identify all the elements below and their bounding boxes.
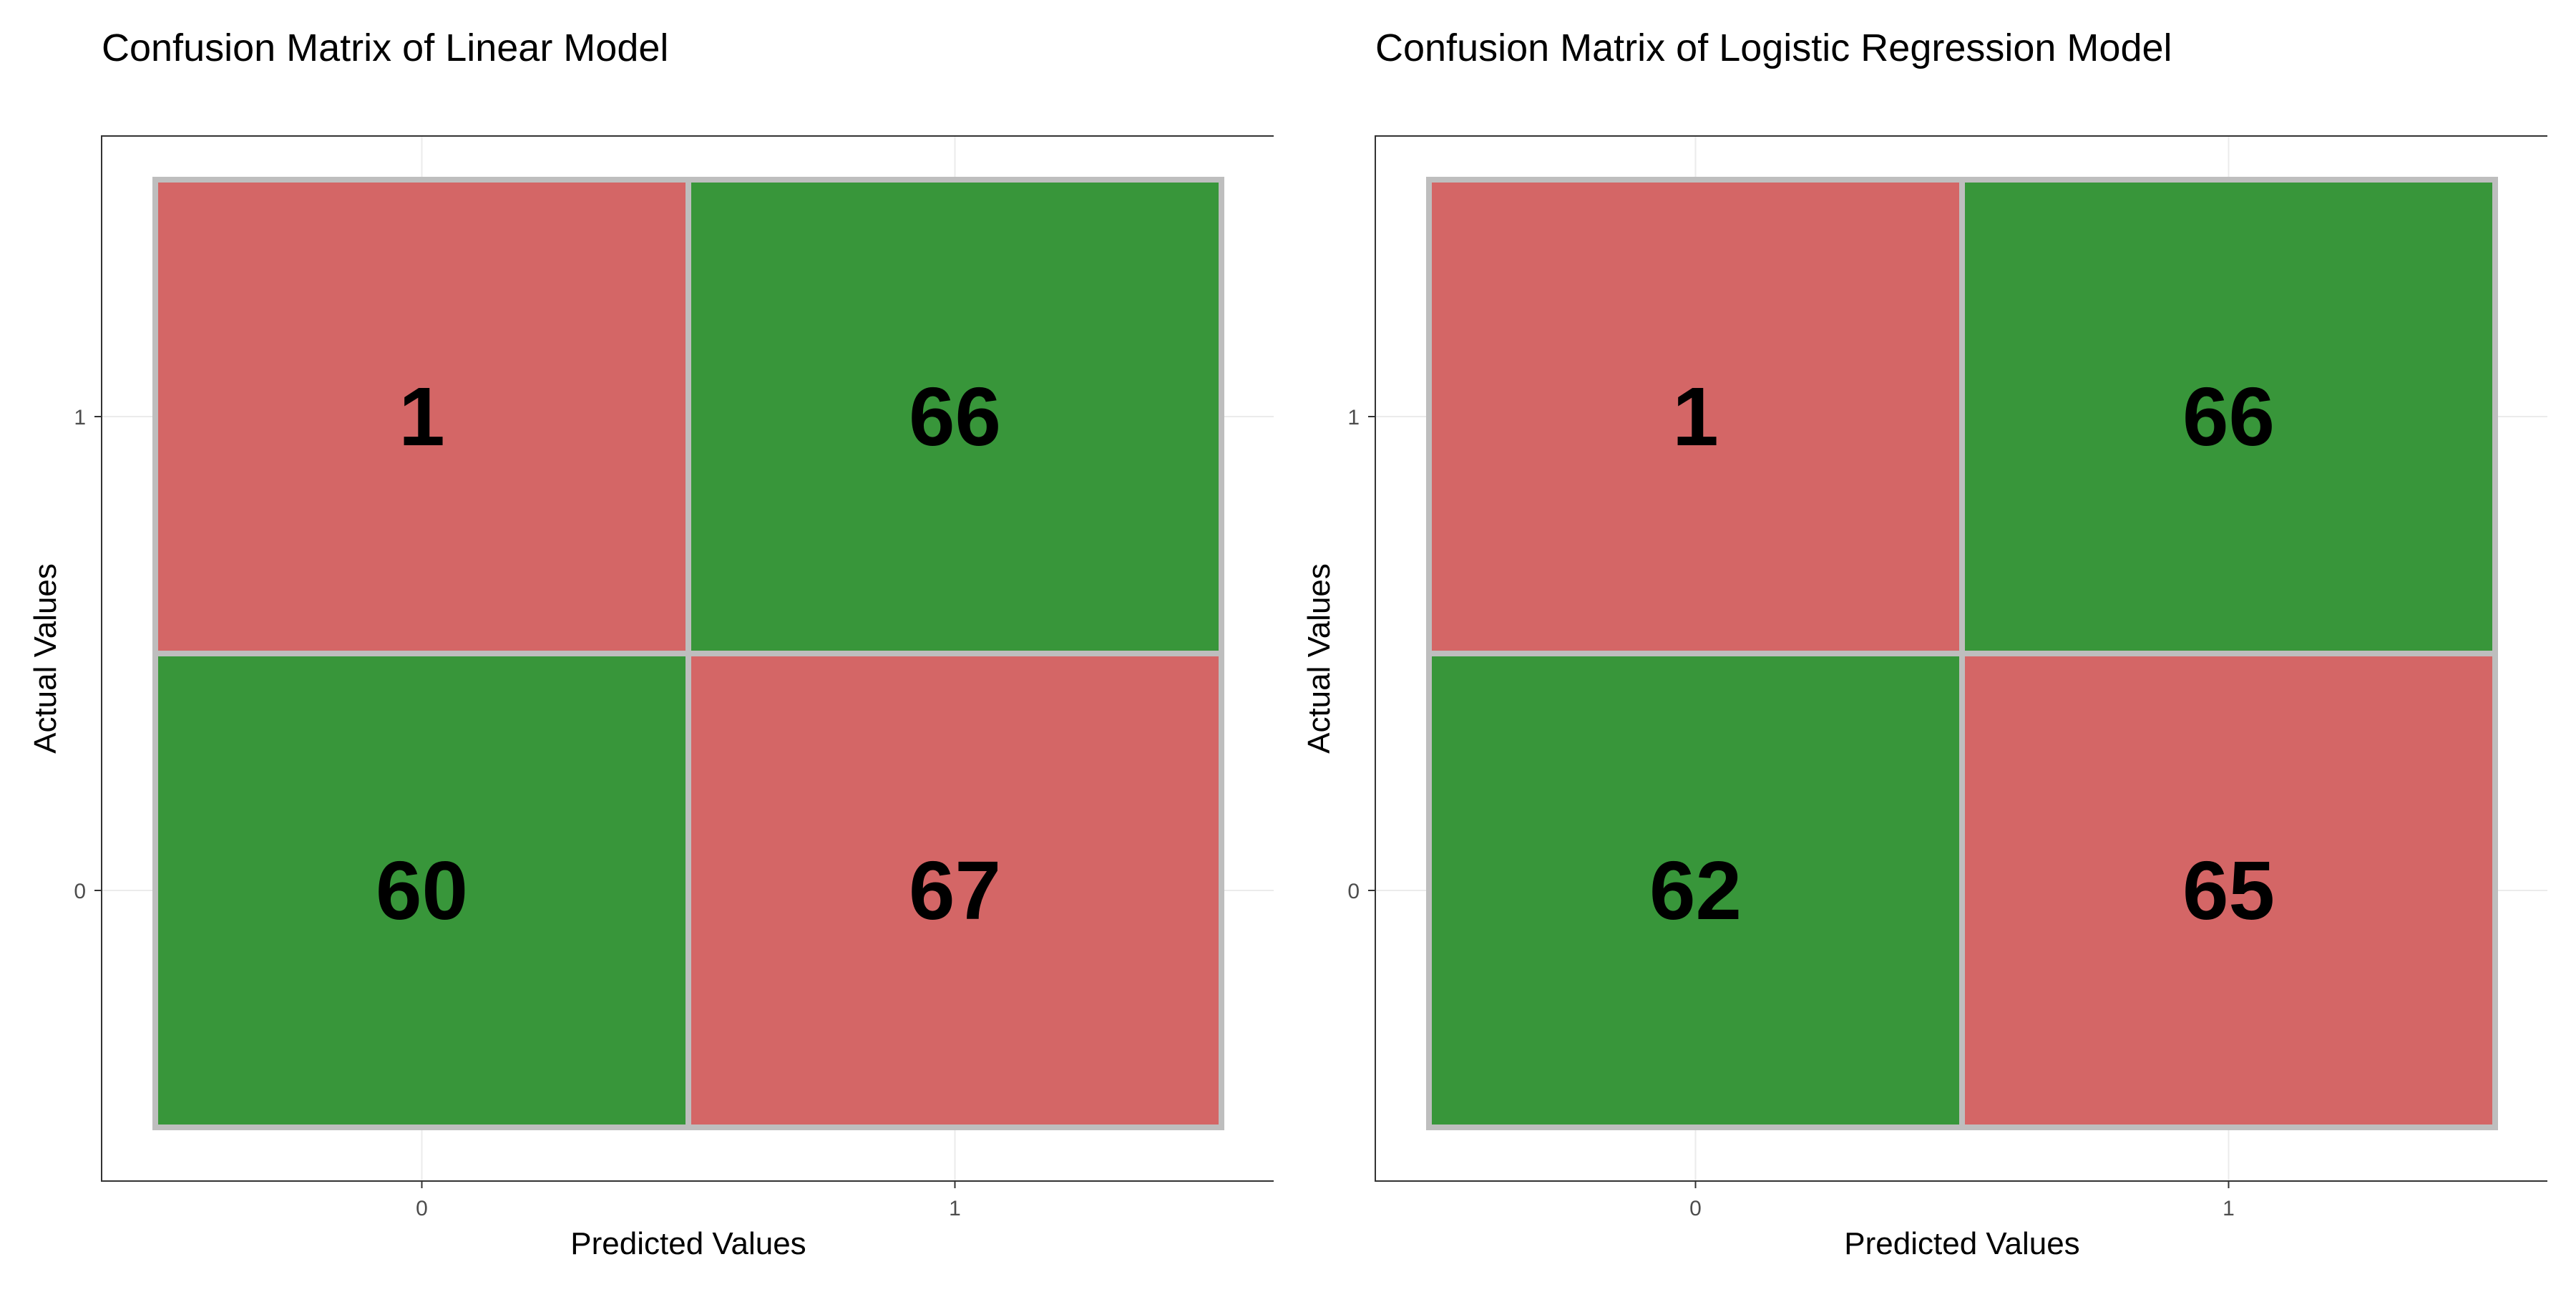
chart1-cell-label: 1 <box>1672 370 1719 463</box>
chart1-cell-label: 62 <box>1649 844 1742 937</box>
chart0-cell-label: 67 <box>909 844 1001 937</box>
linear-model-panel: Confusion Matrix of Linear Model 1 66 60 67… <box>0 0 1276 1288</box>
chart0-y-tick-label: 1 <box>74 406 86 429</box>
chart1-x-tick-label: 1 <box>2223 1197 2235 1220</box>
chart0-x-axis-label: Predicted Values <box>570 1226 806 1261</box>
chart0-tile-pred0-actual0 <box>152 651 691 1130</box>
chart1-tile-pred0-actual0 <box>1426 651 1965 1130</box>
chart1-y-tick-label: 1 <box>1347 406 1360 429</box>
chart0-tile-pred1-actual0 <box>686 651 1224 1130</box>
logistic-model-panel: Confusion Matrix of Logistic Regression … <box>1274 0 2550 1288</box>
chart0-y-tick-label: 0 <box>74 880 86 903</box>
chart0-x-tick-label: 0 <box>416 1197 428 1220</box>
chart0-cell-label: 66 <box>909 370 1001 463</box>
chart0-tile-pred1-actual1 <box>686 177 1224 656</box>
linear-model-title: Confusion Matrix of Linear Model <box>102 26 669 69</box>
chart0-y-axis-label: Actual Values <box>28 563 63 754</box>
chart0-cell-label: 1 <box>399 370 445 463</box>
chart1-x-tick-label: 0 <box>1689 1197 1702 1220</box>
logistic-model-confusion-matrix: 1 66 62 65 0 1 0 1 Predicted Values Actual Values <box>1302 135 2550 1261</box>
chart1-y-tick-label: 0 <box>1347 880 1360 903</box>
chart1-tile-pred1-actual1 <box>1959 177 2498 656</box>
logistic-model-title: Confusion Matrix of Logistic Regression … <box>1375 26 2172 69</box>
chart1-cell-label: 65 <box>2182 844 2275 937</box>
chart1-y-axis-label: Actual Values <box>1302 563 1337 754</box>
chart0-cell-label: 60 <box>376 844 468 937</box>
chart0-x-tick-label: 1 <box>949 1197 961 1220</box>
chart1-tile-pred1-actual0 <box>1959 651 2498 1130</box>
chart1-x-axis-label: Predicted Values <box>1844 1226 2079 1261</box>
chart1-cell-label: 66 <box>2182 370 2275 463</box>
linear-model-confusion-matrix: 1 66 60 67 0 1 0 1 Predicted Values Actual Values <box>28 135 1276 1261</box>
